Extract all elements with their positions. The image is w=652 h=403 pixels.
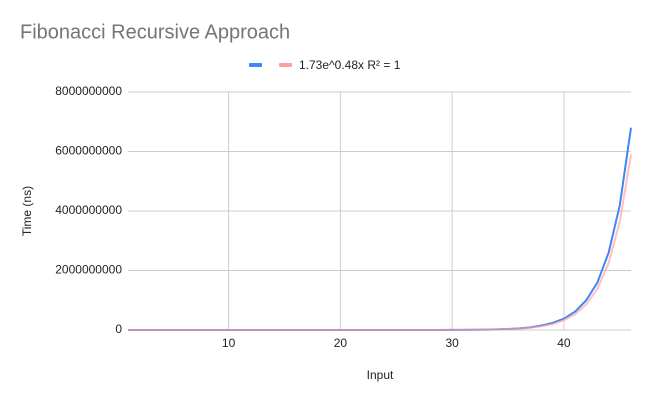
chart-title: Fibonacci Recursive Approach	[20, 21, 290, 43]
legend-swatch	[249, 63, 262, 67]
legend-label: 1.73e^0.48x R² = 1	[299, 58, 401, 72]
x-axis-title: Input	[367, 368, 394, 382]
series-line	[128, 154, 632, 331]
y-tick-label: 4000000000	[55, 203, 122, 217]
y-tick-label: 8000000000	[55, 84, 122, 98]
x-tick-label: 30	[445, 336, 459, 350]
x-tick-label: 40	[557, 336, 571, 350]
y-tick-label: 0	[115, 322, 122, 336]
x-tick-label: 10	[222, 336, 236, 350]
y-axis-title: Time (ns)	[20, 186, 34, 236]
legend-swatch	[279, 63, 292, 67]
y-tick-label: 6000000000	[55, 144, 122, 158]
y-tick-label: 2000000000	[55, 263, 122, 277]
x-tick-label: 20	[334, 336, 348, 350]
